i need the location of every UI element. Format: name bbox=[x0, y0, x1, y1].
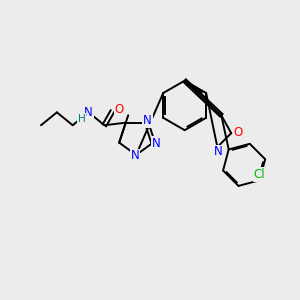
Text: Cl: Cl bbox=[254, 168, 265, 181]
Text: O: O bbox=[115, 103, 124, 116]
Text: H: H bbox=[78, 114, 86, 124]
Text: N: N bbox=[214, 146, 223, 158]
Text: N: N bbox=[131, 149, 140, 162]
Text: N: N bbox=[152, 137, 161, 150]
Text: N: N bbox=[84, 106, 93, 119]
Text: O: O bbox=[234, 126, 243, 139]
Text: N: N bbox=[143, 114, 152, 127]
